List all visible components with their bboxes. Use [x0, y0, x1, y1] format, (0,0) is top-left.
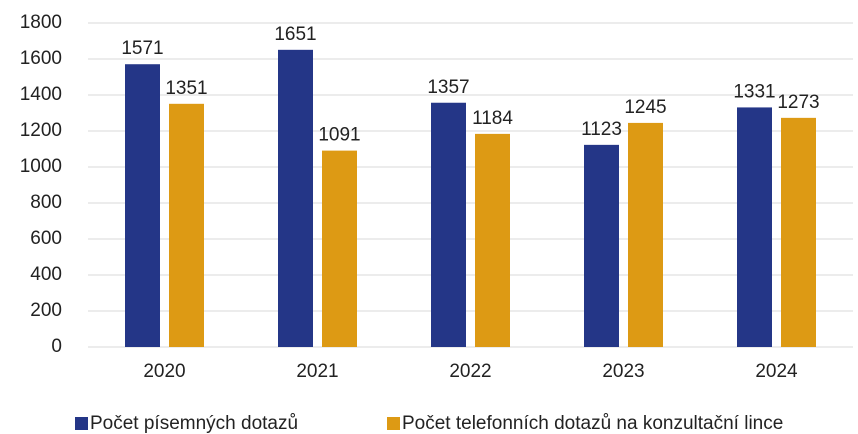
y-tick-label: 1000 [20, 156, 62, 177]
x-tick-label: 2021 [296, 361, 338, 382]
y-tick-label: 1400 [20, 84, 62, 105]
data-label: 1123 [581, 119, 622, 140]
data-label: 1651 [274, 24, 316, 45]
bar [737, 107, 772, 347]
legend-swatch [387, 417, 400, 430]
data-label: 1245 [624, 97, 666, 118]
bar [125, 64, 160, 347]
data-label: 1091 [318, 125, 360, 146]
x-tick-label: 2023 [602, 361, 644, 382]
legend-swatch [75, 417, 88, 430]
data-label: 1351 [165, 78, 207, 99]
x-tick-label: 2022 [449, 361, 491, 382]
bar [431, 102, 466, 348]
y-tick-label: 0 [51, 336, 62, 357]
y-tick-label: 600 [30, 228, 62, 249]
legend-label: Počet telefonních dotazů na konzultační … [402, 413, 783, 434]
y-tick-label: 1600 [20, 48, 62, 69]
y-tick-label: 1200 [20, 120, 62, 141]
data-label: 1331 [733, 81, 775, 102]
bar [628, 122, 663, 348]
x-tick-label: 2024 [755, 361, 798, 382]
data-label: 1357 [427, 77, 469, 98]
data-label: 1273 [777, 92, 819, 113]
x-tick-label: 2020 [143, 361, 185, 382]
data-label: 1184 [472, 108, 513, 129]
y-tick-label: 400 [30, 264, 62, 285]
bar [169, 103, 204, 347]
y-tick-label: 1800 [20, 12, 62, 33]
data-label: 1571 [121, 38, 163, 59]
bar [781, 117, 816, 347]
bar [584, 144, 619, 347]
bar [322, 150, 357, 347]
y-tick-label: 800 [30, 192, 62, 213]
bar [278, 49, 313, 347]
legend-label: Počet písemných dotazů [90, 413, 298, 434]
y-tick-label: 200 [30, 300, 62, 321]
bar [475, 133, 510, 347]
